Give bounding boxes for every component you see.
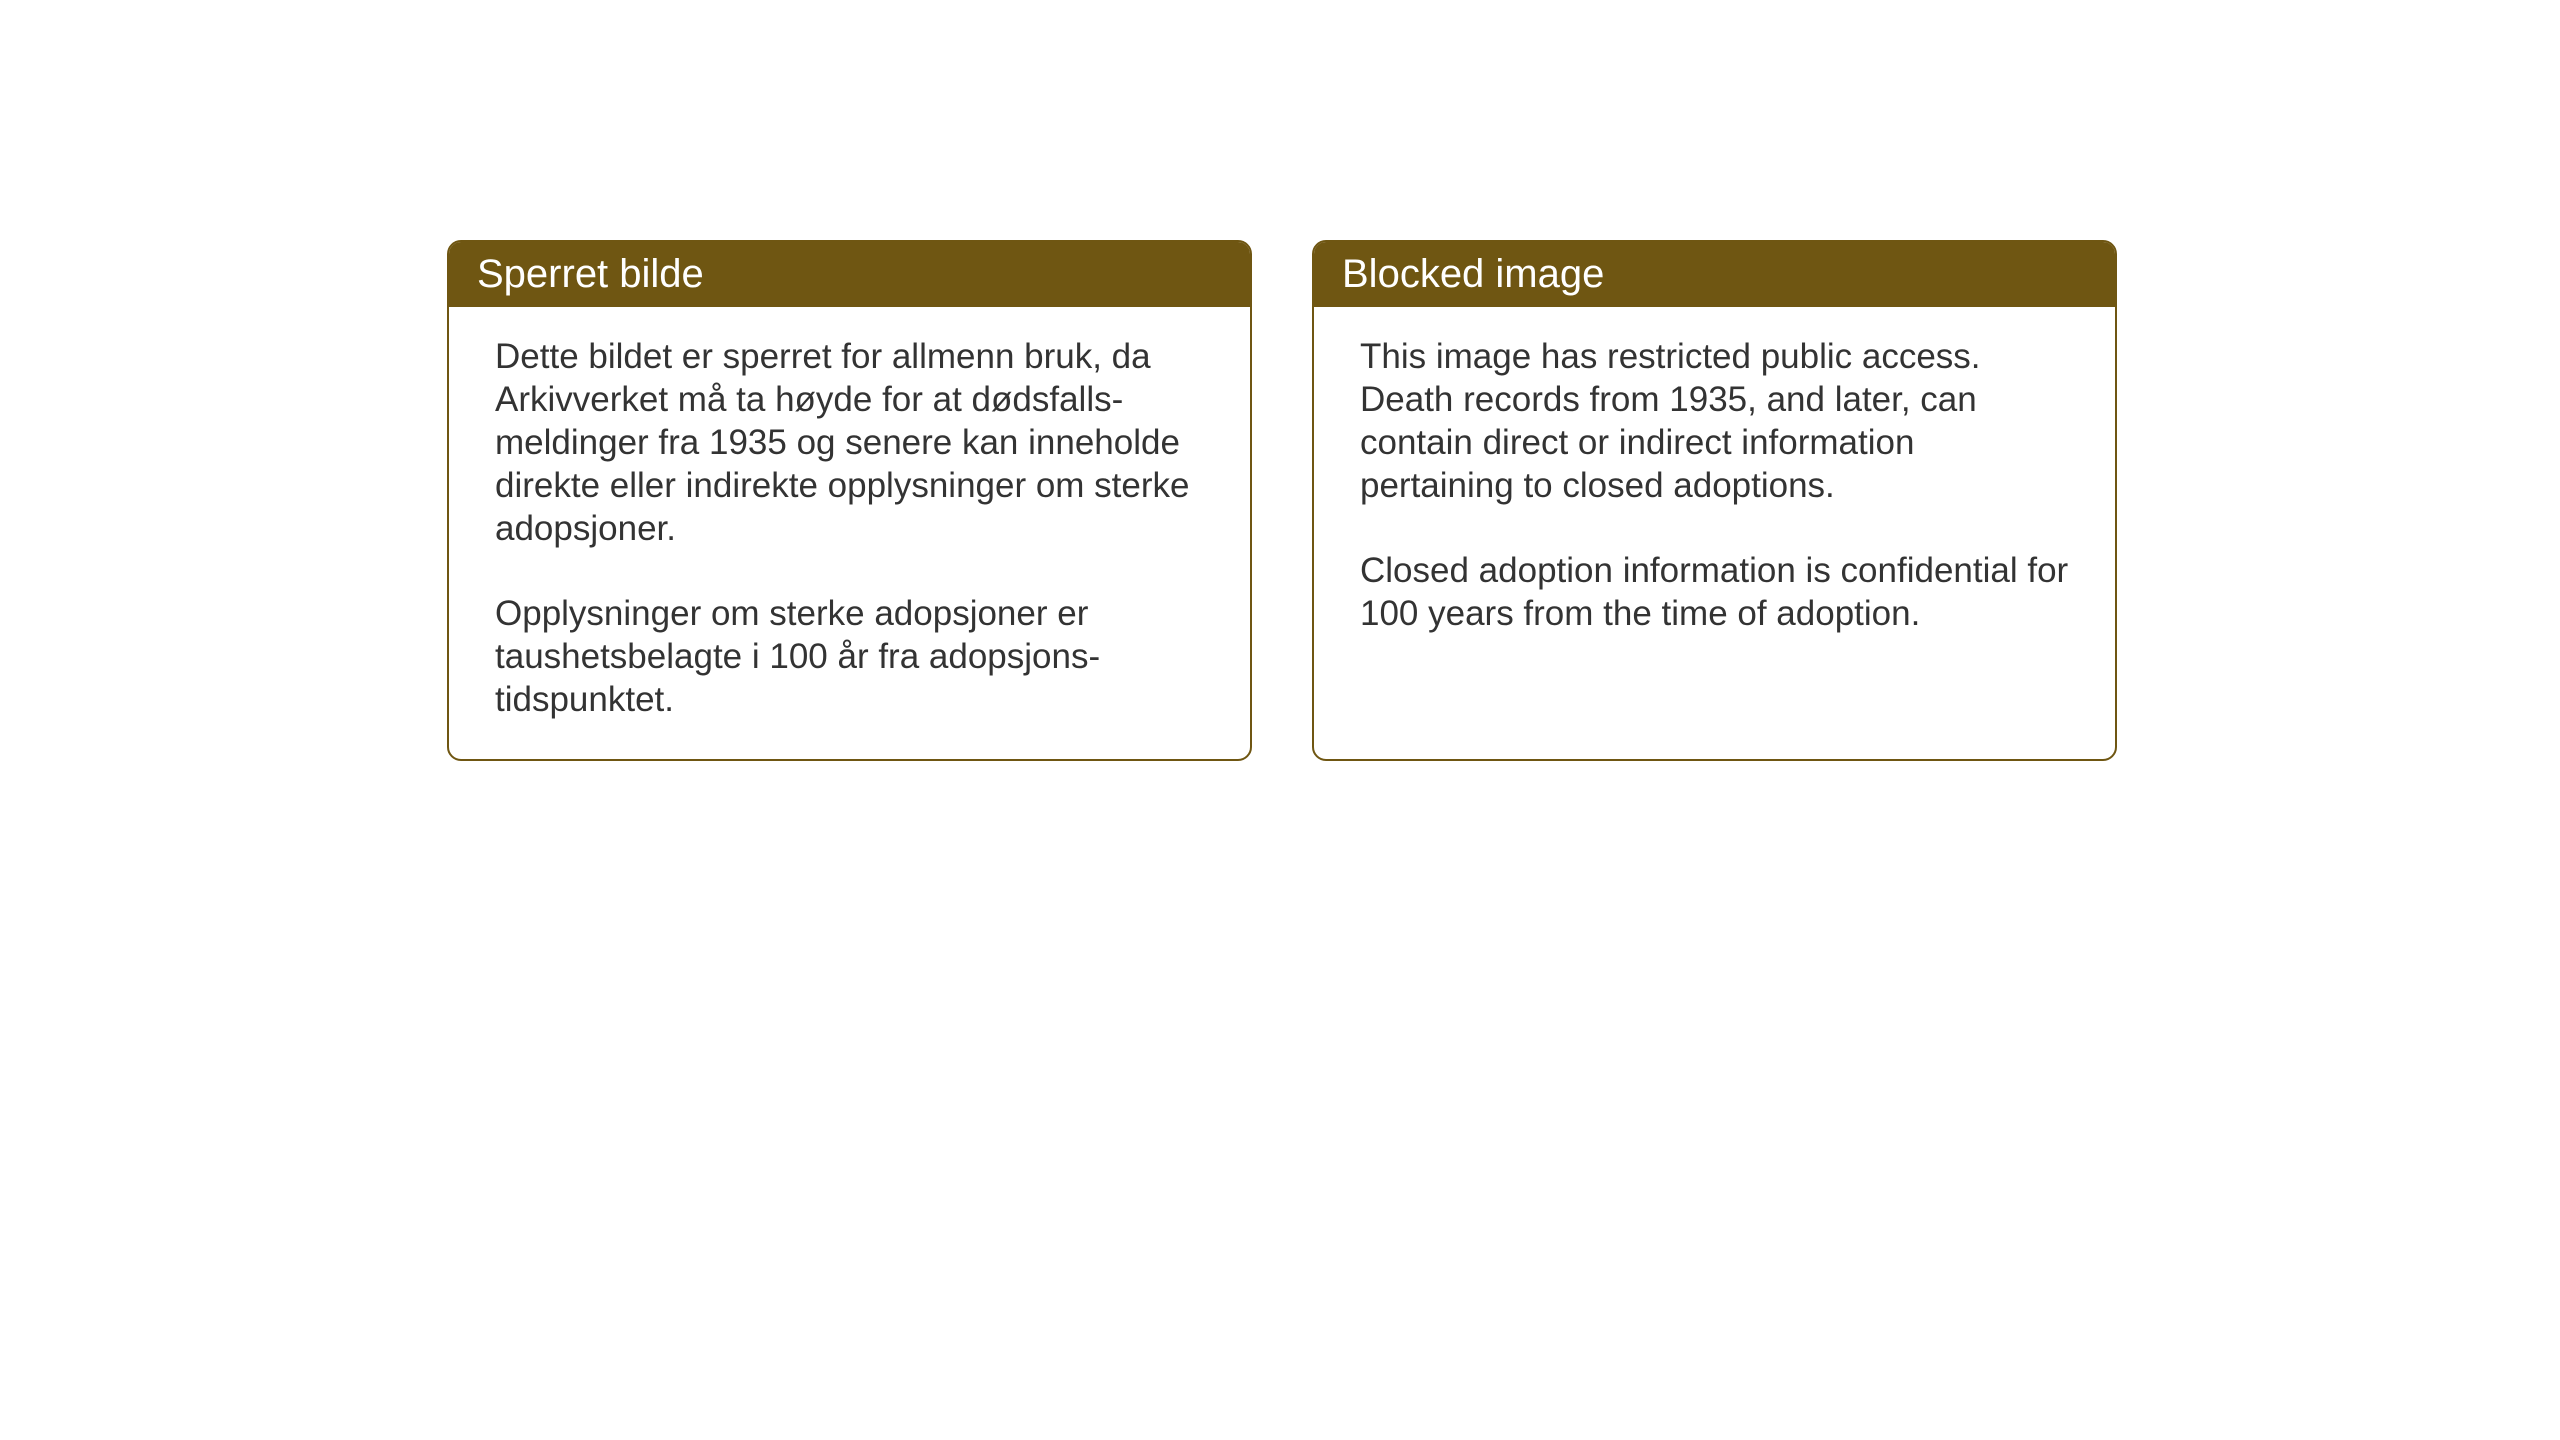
card-header: Blocked image — [1314, 242, 2115, 307]
card-title: Blocked image — [1342, 252, 1604, 296]
notice-container: Sperret bilde Dette bildet er sperret fo… — [447, 240, 2117, 761]
notice-card-english: Blocked image This image has restricted … — [1312, 240, 2117, 761]
card-body: Dette bildet er sperret for allmenn bruk… — [449, 307, 1250, 759]
card-paragraph: Dette bildet er sperret for allmenn bruk… — [495, 335, 1204, 550]
card-header: Sperret bilde — [449, 242, 1250, 307]
card-paragraph: Opplysninger om sterke adopsjoner er tau… — [495, 592, 1204, 721]
card-paragraph: Closed adoption information is confident… — [1360, 549, 2069, 635]
card-paragraph: This image has restricted public access.… — [1360, 335, 2069, 507]
notice-card-norwegian: Sperret bilde Dette bildet er sperret fo… — [447, 240, 1252, 761]
card-body: This image has restricted public access.… — [1314, 307, 2115, 673]
card-title: Sperret bilde — [477, 252, 704, 296]
